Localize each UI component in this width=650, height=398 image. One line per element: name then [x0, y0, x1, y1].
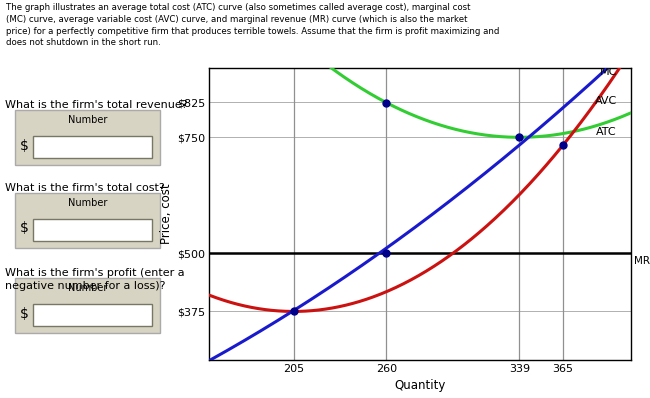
Text: $: $ — [20, 139, 29, 152]
Text: $: $ — [20, 306, 29, 320]
Text: AVC: AVC — [595, 96, 617, 106]
Text: Number: Number — [68, 115, 107, 125]
Text: The graph illustrates an average total cost (ATC) curve (also sometimes called a: The graph illustrates an average total c… — [6, 3, 499, 47]
Text: What is the firm's total cost?: What is the firm's total cost? — [5, 183, 164, 193]
Text: $: $ — [20, 222, 29, 236]
FancyBboxPatch shape — [33, 304, 152, 326]
X-axis label: Quantity: Quantity — [394, 378, 446, 392]
FancyBboxPatch shape — [33, 136, 152, 158]
Text: ATC: ATC — [597, 127, 617, 137]
Text: Number: Number — [68, 283, 107, 293]
Text: What is the firm's profit (enter a
negative number for a loss)?: What is the firm's profit (enter a negat… — [5, 268, 185, 291]
Text: What is the firm's total revenue?: What is the firm's total revenue? — [5, 100, 188, 110]
FancyBboxPatch shape — [15, 110, 160, 165]
Text: Number: Number — [68, 198, 107, 208]
Text: MR=P: MR=P — [634, 256, 650, 266]
FancyBboxPatch shape — [15, 193, 160, 248]
Y-axis label: Price, cost: Price, cost — [160, 183, 173, 244]
Text: MC: MC — [600, 67, 617, 77]
FancyBboxPatch shape — [33, 219, 152, 241]
FancyBboxPatch shape — [15, 278, 160, 333]
